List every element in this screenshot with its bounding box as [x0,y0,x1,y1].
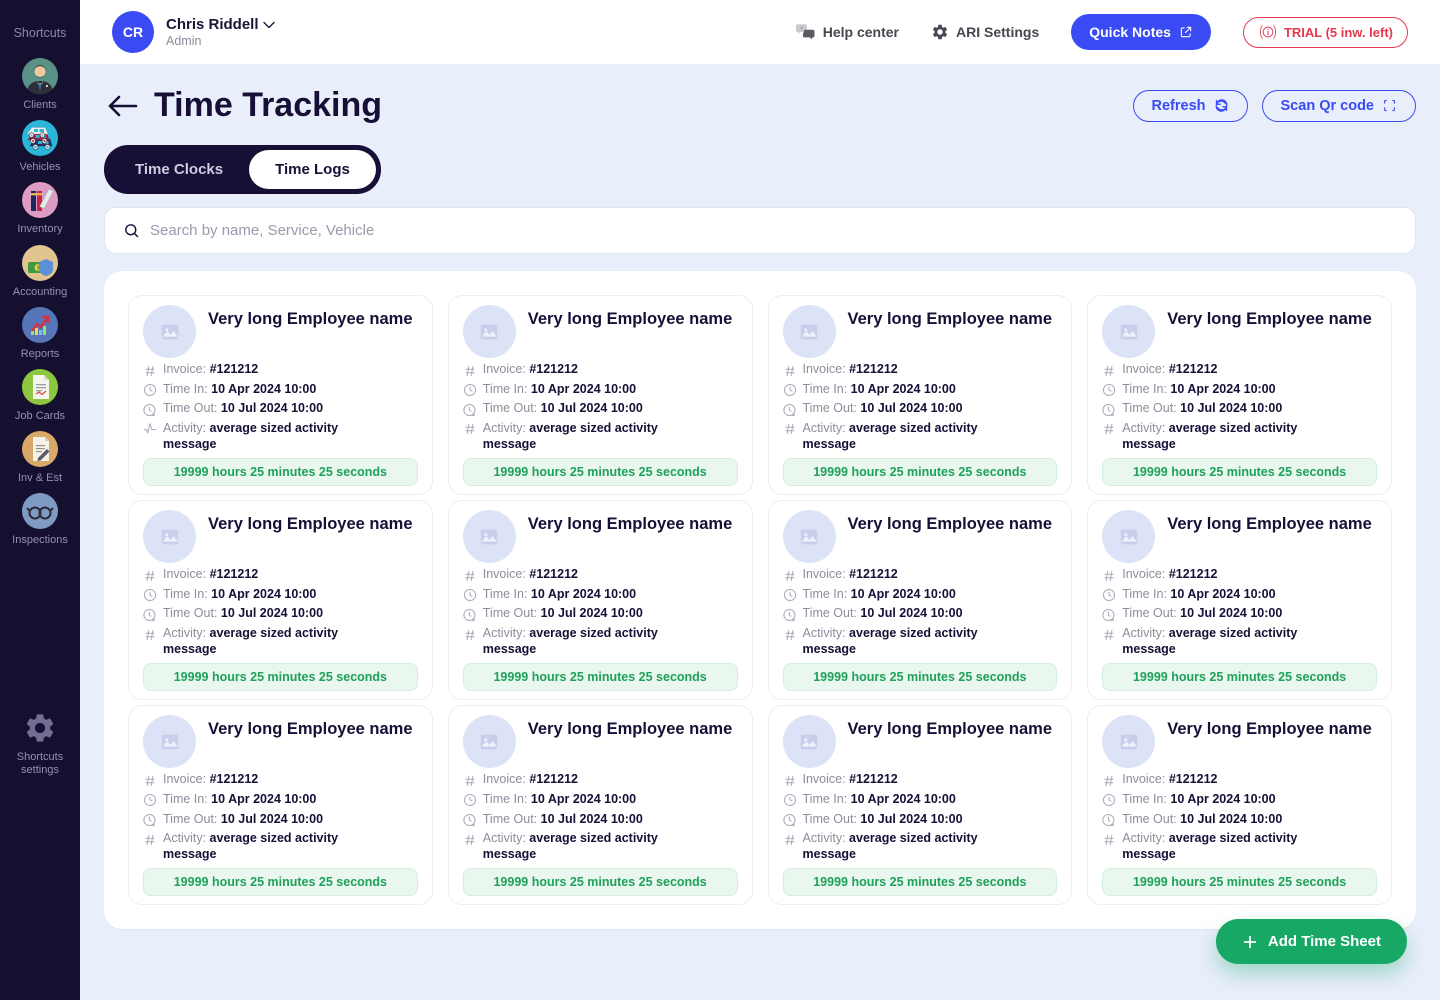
svg-text:?: ? [800,26,803,31]
